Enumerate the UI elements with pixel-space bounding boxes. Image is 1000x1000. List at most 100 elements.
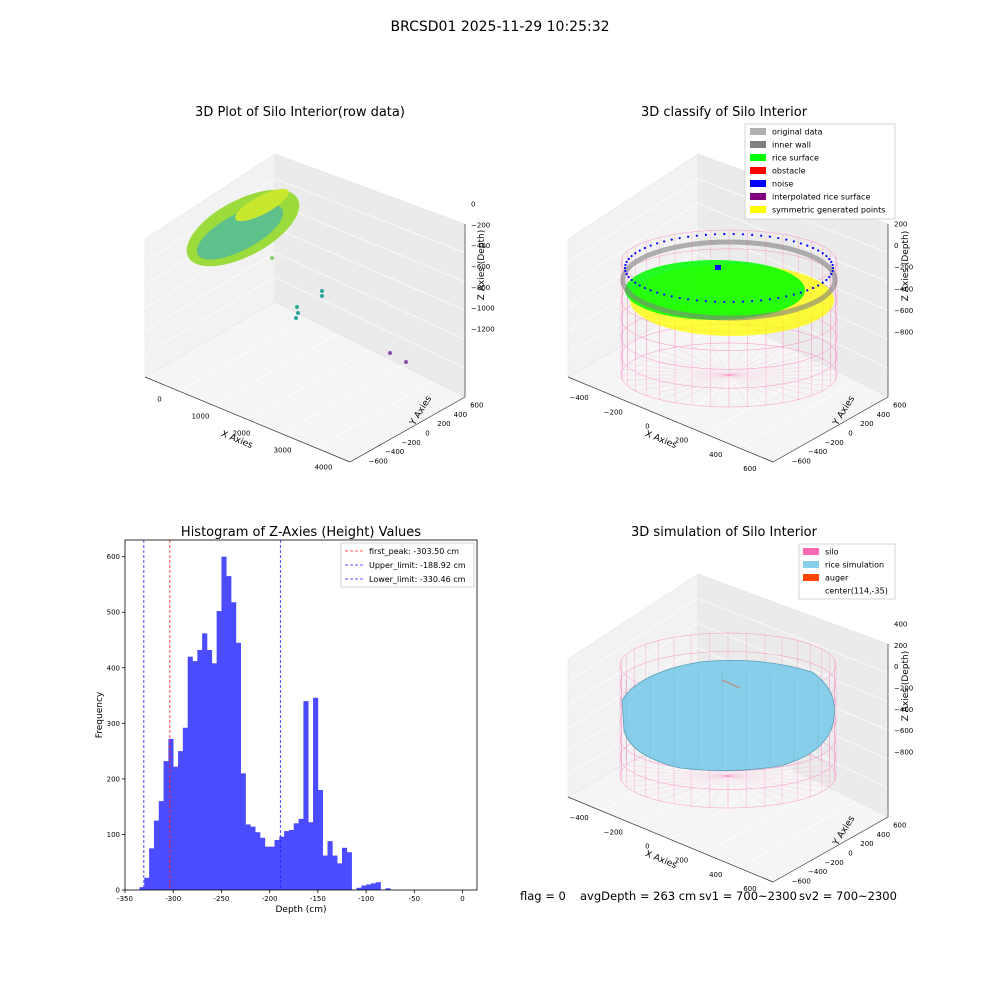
- xtick-label: −200: [604, 828, 623, 836]
- noise-point: [670, 238, 673, 241]
- ytick-label: 600: [470, 402, 483, 410]
- panel-raw-data-zlabel: Z Axies (Depth): [477, 230, 487, 301]
- histogram-bar: [192, 661, 198, 890]
- histogram-bar: [366, 884, 372, 890]
- noise-point: [812, 246, 815, 250]
- rice-surface-layer: [625, 260, 805, 320]
- noise-point: [670, 295, 673, 298]
- ytick-label: 200: [437, 420, 450, 428]
- raw-outlier-point: [296, 311, 300, 315]
- histogram-legend-label: Upper_limit: -188.92 cm: [369, 561, 466, 570]
- noise-point: [777, 296, 780, 300]
- figure-title: BRCSD01 2025-11-29 10:25:32: [390, 19, 609, 35]
- simulation-legend-swatch: [803, 548, 819, 555]
- classify-legend-swatch: [750, 206, 766, 213]
- ztick-label: −200: [894, 685, 913, 693]
- classify-legend-label: noise: [772, 180, 793, 189]
- histogram-bar: [216, 611, 222, 890]
- ytick-label: −600: [792, 457, 811, 465]
- noise-point: [777, 236, 780, 240]
- xtick-label: 600: [743, 885, 756, 893]
- ztick-label: −800: [894, 329, 913, 337]
- classify-legend-swatch: [750, 128, 766, 135]
- histogram-ytick: 600: [107, 553, 120, 561]
- noise-point: [663, 293, 666, 296]
- noise-point: [678, 296, 681, 300]
- noise-point: [638, 284, 641, 287]
- simulation-legend-label: center(114,-35): [825, 587, 888, 596]
- histogram-bar: [264, 846, 270, 890]
- histogram-bar: [173, 766, 179, 890]
- noise-point: [825, 254, 828, 258]
- histogram-bar: [235, 642, 242, 890]
- noise-point: [821, 252, 824, 255]
- status-flag: flag = 0: [520, 889, 566, 903]
- ytick-label: −200: [401, 439, 420, 447]
- xtick-label: 600: [743, 465, 756, 473]
- noise-point: [627, 275, 630, 279]
- panel-classify-xlabel: X Axies: [643, 429, 678, 451]
- panel-classify-ticks: −400−2000200400600−600−400−2000200400600…: [569, 221, 913, 473]
- noise-point: [695, 234, 698, 237]
- status-sv1: sv1 = 700~2300: [699, 889, 797, 903]
- noise-point: [678, 236, 681, 240]
- ytick-label: 400: [454, 411, 467, 419]
- panel-raw-data-ticks: 01000200030004000−600−400−20002004006000…: [157, 201, 494, 472]
- classify-legend-label: rice surface: [772, 154, 819, 163]
- ztick-label: 0: [894, 663, 898, 671]
- noise-point: [656, 291, 659, 294]
- ztick-label: −800: [471, 284, 490, 292]
- histogram-bar: [293, 823, 299, 890]
- histogram-xtick: 0: [460, 895, 464, 903]
- histogram-bar: [274, 840, 280, 890]
- ztick-label: −400: [471, 242, 490, 250]
- ytick-label: −200: [824, 439, 843, 447]
- histogram-bar: [279, 836, 285, 890]
- noise-point: [732, 232, 735, 236]
- xtick-label: 2000: [233, 430, 251, 438]
- noise-point: [630, 278, 633, 282]
- histogram-bar: [178, 751, 184, 890]
- classify-legend-label: obstacle: [772, 167, 806, 176]
- histogram-bar: [211, 663, 217, 890]
- ytick-label: 0: [848, 850, 852, 858]
- histogram-bar: [332, 855, 338, 890]
- histogram-legend: first_peak: -303.50 cm Upper_limit: -188.…: [340, 542, 475, 588]
- panel-histogram: Histogram of Z-Axies (Height) Values -35…: [95, 525, 478, 915]
- noise-point: [785, 238, 788, 241]
- noise-point: [768, 235, 771, 238]
- xtick-label: 3000: [274, 447, 292, 455]
- ytick-label: −400: [808, 868, 827, 876]
- ytick-label: −200: [824, 859, 843, 867]
- raw-point-cloud: [186, 188, 408, 364]
- noise-cluster: [715, 265, 721, 270]
- histogram-bar: [139, 887, 145, 890]
- panel-raw-data-axes: [144, 153, 466, 463]
- ytick-label: 400: [877, 831, 890, 839]
- noise-point: [643, 246, 646, 250]
- histogram-bar: [182, 727, 188, 890]
- raw-outlier-point: [320, 289, 324, 293]
- histogram-bar: [346, 852, 352, 890]
- xtick-label: 400: [709, 871, 722, 879]
- histogram-title: Histogram of Z-Axies (Height) Values: [181, 525, 421, 540]
- noise-point: [704, 233, 707, 236]
- histogram-ytick: 200: [107, 775, 120, 783]
- classify-legend-swatch: [750, 167, 766, 174]
- raw-cloud-top: [235, 188, 289, 222]
- xtick-label: −200: [604, 408, 623, 416]
- ytick-label: 600: [893, 822, 906, 830]
- histogram-legend-label: Lower_limit: -330.46 cm: [369, 575, 466, 584]
- ytick-label: −400: [808, 448, 827, 456]
- noise-point: [649, 244, 652, 247]
- ztick-label: −600: [894, 307, 913, 315]
- simulation-legend-label: rice simulation: [825, 561, 884, 570]
- noise-point: [624, 269, 627, 273]
- noise-point: [831, 263, 834, 267]
- ztick-label: −200: [894, 264, 913, 272]
- rice-simulation-body: [621, 659, 835, 771]
- histogram-bar: [221, 556, 227, 890]
- histogram-bar: [197, 650, 203, 890]
- noise-point: [625, 260, 628, 264]
- ztick-label: −1000: [471, 305, 495, 313]
